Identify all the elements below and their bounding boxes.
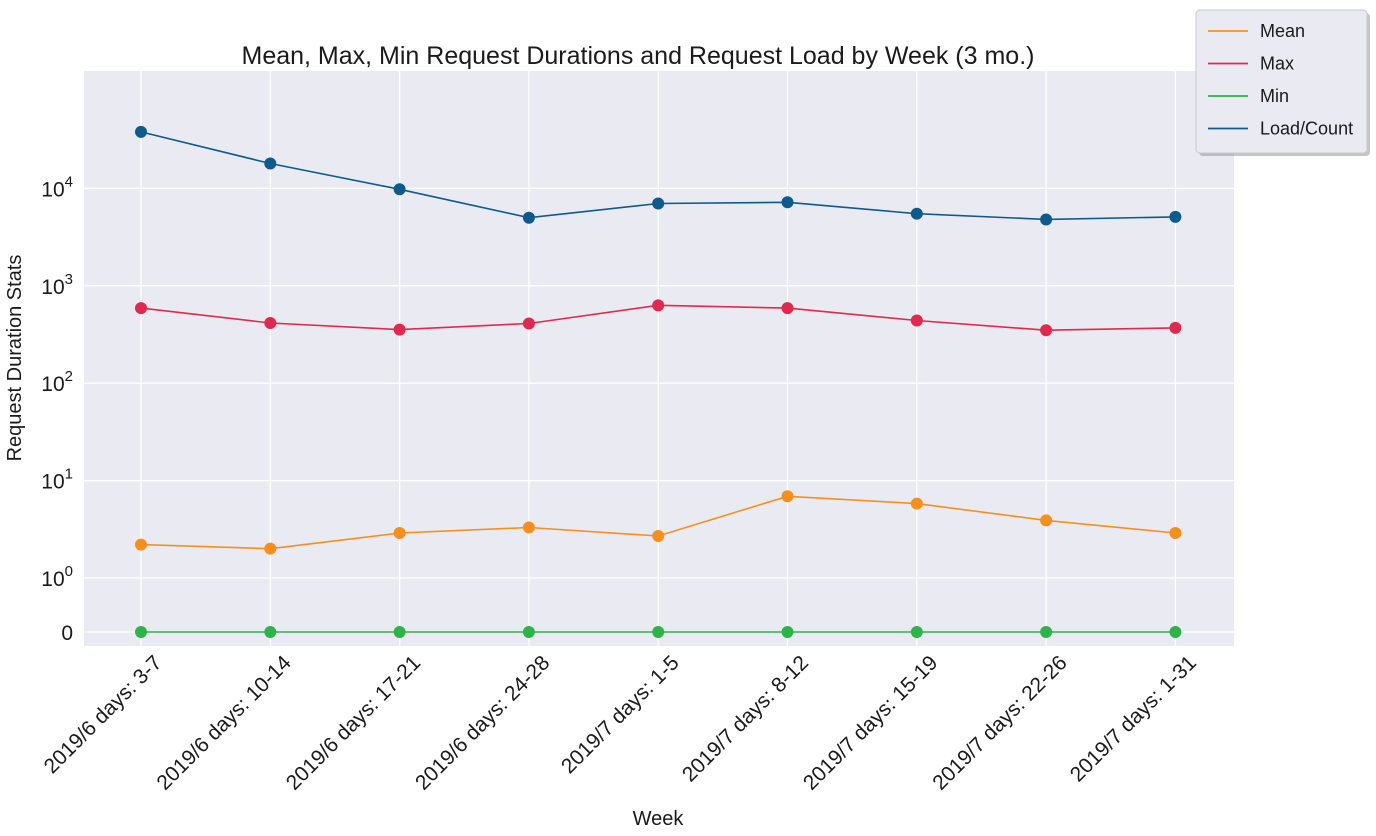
data-point-min bbox=[264, 626, 277, 638]
y-tick-label: 102 bbox=[41, 368, 73, 396]
legend: Mean Max Min Load/Count bbox=[1195, 9, 1370, 156]
x-tick-label: 2019/7 days: 1-31 bbox=[1066, 651, 1201, 786]
data-point-min bbox=[135, 626, 147, 638]
data-point-load-count bbox=[393, 183, 406, 196]
legend-label: Min bbox=[1260, 86, 1289, 106]
data-point-mean bbox=[1169, 526, 1182, 539]
data-point-mean bbox=[135, 538, 147, 551]
x-tick-label: 2019/7 days: 8-12 bbox=[678, 651, 813, 786]
data-point-max bbox=[910, 314, 923, 327]
data-point-min bbox=[1040, 626, 1053, 638]
legend-item-load-count: Load/Count bbox=[1208, 119, 1353, 139]
series-min bbox=[135, 626, 1182, 638]
plot-area bbox=[84, 71, 1234, 646]
data-point-max bbox=[1169, 321, 1182, 334]
x-axis-label: Week bbox=[633, 808, 685, 830]
data-point-load-count bbox=[1040, 213, 1053, 226]
x-tick-label: 2019/7 days: 22-26 bbox=[928, 651, 1071, 794]
data-point-load-count bbox=[264, 157, 277, 170]
data-point-mean bbox=[910, 497, 923, 510]
data-point-mean bbox=[781, 490, 794, 503]
chart-title: Mean, Max, Min Request Durations and Req… bbox=[242, 42, 1035, 70]
data-point-max bbox=[135, 302, 147, 315]
data-point-max bbox=[522, 317, 535, 330]
data-point-load-count bbox=[1169, 210, 1182, 223]
y-tick-label: 101 bbox=[41, 466, 73, 494]
data-point-mean bbox=[522, 521, 535, 534]
data-point-mean bbox=[652, 529, 665, 542]
x-tick-label: 2019/6 days: 17-21 bbox=[282, 651, 425, 794]
x-gridlines bbox=[140, 71, 1177, 646]
legend-label: Mean bbox=[1260, 21, 1305, 41]
x-tick-label: 2019/7 days: 15-19 bbox=[799, 651, 942, 794]
data-point-load-count bbox=[135, 125, 147, 138]
legend-label: Max bbox=[1260, 54, 1294, 74]
data-point-load-count bbox=[522, 211, 535, 224]
x-tick-label: 2019/6 days: 10-14 bbox=[152, 651, 296, 795]
data-point-mean bbox=[393, 526, 406, 539]
data-point-max bbox=[264, 317, 277, 330]
data-point-load-count bbox=[781, 196, 794, 209]
x-tick-label: 2019/7 days: 1-5 bbox=[557, 651, 684, 778]
data-point-min bbox=[1169, 626, 1182, 638]
series-max bbox=[135, 299, 1182, 337]
data-point-min bbox=[393, 626, 406, 638]
legend-label: Load/Count bbox=[1260, 119, 1353, 139]
legend-box bbox=[1195, 9, 1368, 154]
legend-item-max: Max bbox=[1208, 54, 1294, 74]
data-point-mean bbox=[1040, 514, 1053, 527]
legend-item-min: Min bbox=[1208, 86, 1289, 106]
data-point-mean bbox=[264, 542, 277, 555]
y-tick-labels: 0 100 101 102 103 104 bbox=[41, 173, 73, 645]
data-point-max bbox=[1040, 324, 1053, 337]
series-layer bbox=[135, 125, 1182, 638]
data-point-min bbox=[781, 626, 794, 638]
series-mean bbox=[135, 490, 1182, 555]
y-tick-label: 104 bbox=[41, 173, 73, 201]
data-point-load-count bbox=[910, 207, 923, 220]
data-point-min bbox=[652, 626, 665, 638]
data-point-max bbox=[781, 302, 794, 315]
x-tick-label: 2019/6 days: 3-7 bbox=[40, 651, 167, 778]
series-load-count bbox=[135, 125, 1182, 226]
y-axis-label: Request Duration Stats bbox=[4, 255, 26, 462]
y-tick-label: 103 bbox=[41, 271, 73, 299]
legend-item-mean: Mean bbox=[1208, 21, 1305, 41]
data-point-max bbox=[652, 299, 665, 312]
y-tick-label: 100 bbox=[41, 563, 73, 591]
data-point-load-count bbox=[652, 197, 665, 210]
x-tick-label: 2019/6 days: 24-28 bbox=[411, 651, 554, 794]
data-point-max bbox=[393, 323, 406, 336]
data-point-min bbox=[910, 626, 923, 638]
y-tick-label: 0 bbox=[61, 622, 73, 645]
data-point-min bbox=[522, 626, 535, 638]
